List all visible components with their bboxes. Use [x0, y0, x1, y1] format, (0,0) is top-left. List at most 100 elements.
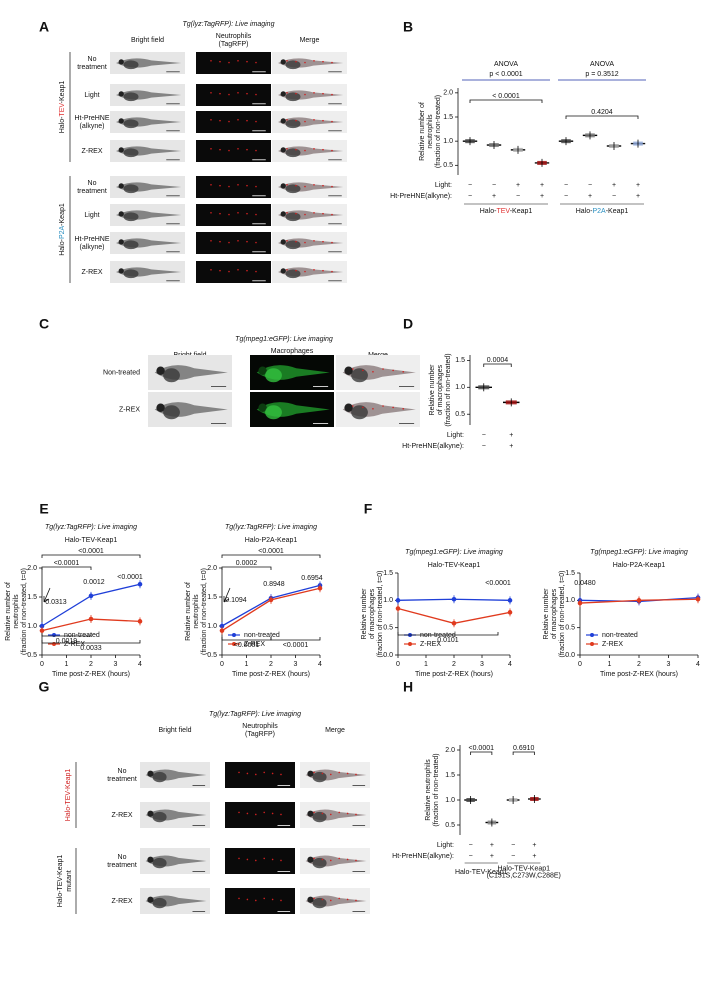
- cell: [295, 269, 297, 272]
- cell: [280, 899, 282, 902]
- x-tick-label: 4: [696, 661, 700, 668]
- axes: [579, 573, 698, 656]
- cell: [392, 406, 394, 409]
- legend-label: non-treated: [64, 632, 100, 639]
- fish-eye: [118, 183, 124, 189]
- cell: [210, 212, 212, 214]
- row-label: Z-REX: [82, 269, 103, 276]
- cell: [322, 60, 324, 63]
- x-tick-label: 0: [220, 661, 224, 668]
- annotation: <0.0001: [234, 642, 260, 649]
- anova-p: p = 0.3512: [585, 71, 618, 78]
- cell: [355, 773, 357, 776]
- y-axis-label: (fraction of non-treated, t=0): [21, 568, 28, 655]
- point: [395, 598, 401, 603]
- label-part: -Keap1: [510, 208, 533, 215]
- y-axis-label: (fraction of non-treated, t=0): [201, 568, 208, 655]
- point: [88, 616, 94, 622]
- y-axis-label: Relative number: [543, 588, 550, 640]
- row-label: treatment: [77, 64, 107, 71]
- cell: [286, 92, 288, 94]
- x-tick-label: 2: [452, 661, 456, 668]
- x-tick-label: 1: [65, 661, 69, 668]
- x-tick-label: 0: [40, 661, 44, 668]
- cell: [402, 371, 405, 373]
- condition-value: −: [469, 842, 473, 849]
- cell: [286, 148, 288, 150]
- cell: [295, 212, 297, 215]
- bracket: [221, 566, 272, 570]
- bracket: [565, 115, 639, 119]
- cell: [238, 857, 240, 860]
- cell: [280, 813, 282, 816]
- cell: [331, 61, 333, 64]
- cell: [246, 858, 249, 861]
- cell: [219, 119, 221, 122]
- chart-title: Tg(mpeg1:eGFP): Live imaging: [405, 549, 503, 556]
- cell: [255, 813, 257, 816]
- condition-value: +: [588, 193, 592, 200]
- cell: [263, 897, 266, 900]
- condition-value: +: [492, 193, 496, 200]
- legend-label: non-treated: [602, 632, 638, 639]
- cell: [295, 60, 297, 63]
- cell: [321, 812, 324, 815]
- group-label: Halo-P2A-Keap1: [59, 203, 66, 256]
- y-axis-label: of macrophages: [369, 588, 376, 639]
- yolk: [265, 405, 282, 420]
- cell: [255, 185, 257, 188]
- condition-value: −: [612, 193, 616, 200]
- yolk: [285, 240, 301, 250]
- image: [196, 176, 271, 198]
- condition-value: +: [636, 182, 640, 189]
- annotation: 0.0019: [56, 638, 78, 645]
- y-tick-label: 1.5: [445, 772, 455, 779]
- point: [507, 610, 513, 615]
- point: [219, 628, 225, 633]
- legend-marker: [590, 633, 594, 637]
- cell: [280, 773, 282, 776]
- cell: [295, 92, 297, 95]
- label-part: P2A: [592, 208, 606, 215]
- point: [88, 593, 94, 599]
- legend-marker: [232, 642, 236, 646]
- cell: [322, 92, 324, 95]
- bracket: [221, 554, 321, 558]
- group-label: (C151S,C273W,C288E): [487, 872, 561, 879]
- fish-eye: [118, 268, 124, 274]
- label-part: TEV: [59, 103, 66, 117]
- yolk: [285, 119, 301, 129]
- y-tick-label: 0.5: [455, 411, 465, 418]
- y-tick-label: 2.0: [445, 747, 455, 754]
- row-label: Light: [84, 92, 99, 99]
- cell: [304, 93, 306, 96]
- cell: [331, 213, 333, 216]
- condition-value: +: [490, 842, 494, 849]
- y-tick-label: 1.0: [455, 384, 465, 391]
- cell: [219, 92, 221, 95]
- condition-name: Light:: [437, 842, 454, 849]
- cell: [295, 184, 297, 187]
- cell: [392, 369, 394, 372]
- yolk: [152, 811, 167, 823]
- y-tick-label: 1.5: [443, 114, 453, 121]
- legend-label: Z-REX: [602, 641, 623, 648]
- x-axis-label: Time post-Z-REX (hours): [415, 671, 493, 678]
- condition-value: +: [540, 193, 544, 200]
- cell: [246, 812, 249, 815]
- title: Tg(lyz:TagRFP): Live imaging: [183, 21, 275, 28]
- row-label: treatment: [77, 188, 107, 195]
- row-label: Z-REX: [112, 812, 133, 819]
- cell: [322, 148, 324, 151]
- column-header: Macrophages: [271, 348, 314, 355]
- cell: [246, 212, 248, 215]
- cell: [313, 240, 315, 242]
- row-label: treatment: [107, 862, 137, 869]
- row-label: No: [118, 854, 127, 861]
- cell: [210, 184, 212, 186]
- cell: [330, 773, 332, 776]
- label-part: P2A: [59, 225, 66, 239]
- fish-eye: [258, 366, 267, 375]
- cell: [352, 405, 354, 407]
- point: [577, 600, 583, 606]
